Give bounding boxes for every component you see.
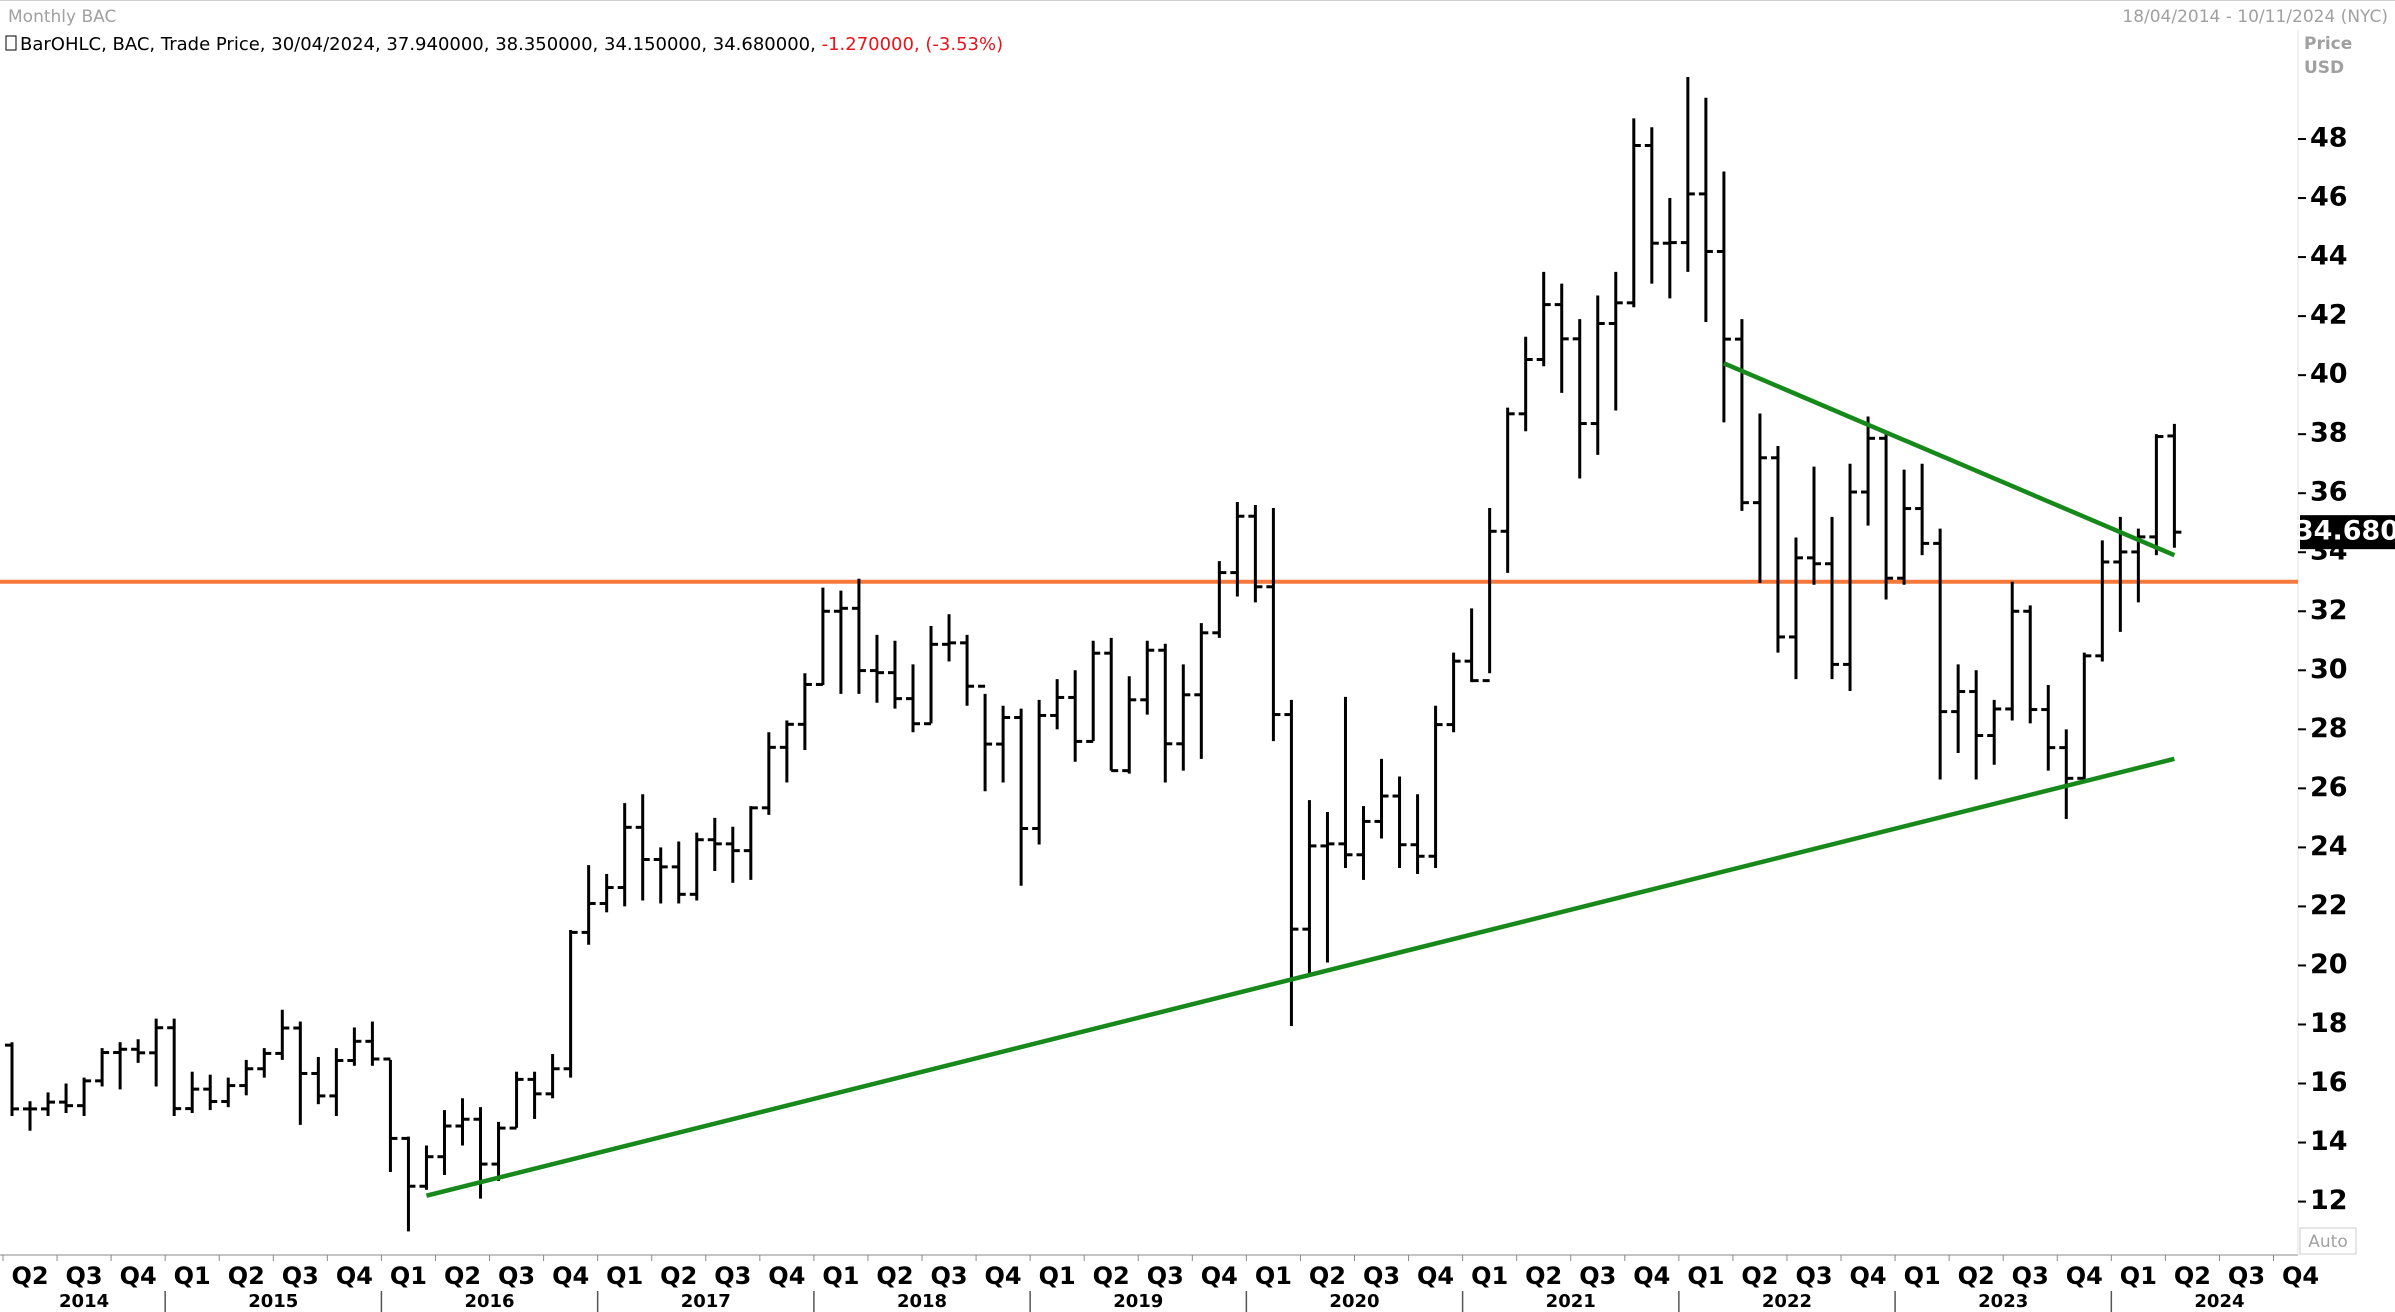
y-tick-label: 18 bbox=[2310, 1008, 2348, 1039]
scale-mode-box[interactable] bbox=[2299, 1227, 2357, 1255]
date-range: 18/04/2014 - 10/11/2024 (NYC) bbox=[2122, 7, 2388, 27]
y-axis-label: Price bbox=[2304, 34, 2352, 54]
y-tick-label: 14 bbox=[2310, 1126, 2348, 1157]
x-tick-label: Q3 bbox=[2012, 1262, 2049, 1290]
x-tick-label: Q2 bbox=[1093, 1262, 1130, 1290]
x-tick-label: Q1 bbox=[390, 1262, 427, 1290]
x-tick-label: Q4 bbox=[552, 1262, 589, 1290]
year-label: 2018 bbox=[897, 1291, 947, 1312]
y-tick-label: 20 bbox=[2310, 949, 2348, 980]
x-tick-label: Q3 bbox=[1147, 1262, 1184, 1290]
x-tick-label: Q4 bbox=[1201, 1262, 1238, 1290]
x-tick-label: Q1 bbox=[1687, 1262, 1724, 1290]
y-tick-label: 16 bbox=[2310, 1067, 2348, 1098]
y-tick-label: 36 bbox=[2310, 477, 2348, 508]
y-tick-label: 44 bbox=[2310, 241, 2348, 272]
x-tick-label: Q3 bbox=[2228, 1262, 2265, 1290]
x-tick-label: Q3 bbox=[1363, 1262, 1400, 1290]
x-tick-label: Q1 bbox=[1255, 1262, 1292, 1290]
x-tick-label: Q2 bbox=[1741, 1262, 1778, 1290]
last-price-box bbox=[2300, 515, 2395, 550]
x-tick-label: Q4 bbox=[120, 1262, 157, 1290]
x-tick-label: Q3 bbox=[1795, 1262, 1832, 1290]
x-tick-label: Q4 bbox=[1417, 1262, 1454, 1290]
x-tick-label: Q1 bbox=[1471, 1262, 1508, 1290]
x-tick-label: Q1 bbox=[1904, 1262, 1941, 1290]
x-tick-label: Q2 bbox=[1525, 1262, 1562, 1290]
y-tick-label: 46 bbox=[2310, 182, 2348, 213]
year-label: 2017 bbox=[681, 1291, 731, 1312]
chart-title: Monthly BAC bbox=[8, 7, 116, 27]
scale-mode[interactable]: Auto bbox=[2308, 1232, 2347, 1252]
x-tick-label: Q3 bbox=[498, 1262, 535, 1290]
x-tick-label: Q4 bbox=[336, 1262, 373, 1290]
year-label: 2023 bbox=[1978, 1291, 2028, 1312]
legend-change: -1.270000, (-3.53%) bbox=[822, 34, 1004, 55]
trend-line bbox=[1723, 361, 2176, 558]
x-tick-label: Q4 bbox=[1850, 1262, 1887, 1290]
x-tick-label: Q1 bbox=[606, 1262, 643, 1290]
year-label: 2019 bbox=[1113, 1291, 1163, 1312]
x-tick-label: Q4 bbox=[2066, 1262, 2103, 1290]
x-tick-label: Q2 bbox=[444, 1262, 481, 1290]
y-tick-label: 48 bbox=[2310, 123, 2348, 154]
y-tick-label: 12 bbox=[2310, 1185, 2348, 1216]
last-price-label: 34.680 bbox=[2295, 516, 2395, 547]
x-tick-label: Q2 bbox=[660, 1262, 697, 1290]
x-tick-label: Q2 bbox=[2174, 1262, 2211, 1290]
trend-line bbox=[425, 756, 2175, 1198]
legend-main: BarOHLC, BAC, Trade Price, 30/04/2024, 3… bbox=[20, 34, 816, 55]
y-tick-label: 26 bbox=[2310, 772, 2348, 803]
year-label: 2015 bbox=[248, 1291, 298, 1312]
x-tick-label: Q3 bbox=[282, 1262, 319, 1290]
y-tick-label: 24 bbox=[2310, 831, 2348, 862]
x-tick-label: Q4 bbox=[985, 1262, 1022, 1290]
year-label: 2024 bbox=[2194, 1291, 2244, 1312]
year-label: 2021 bbox=[1546, 1291, 1596, 1312]
y-tick-label: 22 bbox=[2310, 890, 2348, 921]
x-tick-label: Q4 bbox=[768, 1262, 805, 1290]
x-tick-label: Q4 bbox=[1633, 1262, 1670, 1290]
y-tick-label: 40 bbox=[2310, 359, 2348, 390]
x-tick-label: Q3 bbox=[66, 1262, 103, 1290]
y-tick-label: 42 bbox=[2310, 300, 2348, 331]
legend-icon bbox=[5, 35, 17, 51]
x-tick-label: Q2 bbox=[228, 1262, 265, 1290]
y-tick-label: 32 bbox=[2310, 595, 2348, 626]
x-tick-label: Q3 bbox=[714, 1262, 751, 1290]
year-label: 2022 bbox=[1762, 1291, 1812, 1312]
x-tick-label: Q1 bbox=[2120, 1262, 2157, 1290]
y-tick-label: 30 bbox=[2310, 654, 2348, 685]
x-tick-label: Q2 bbox=[11, 1262, 48, 1290]
x-tick-label: Q3 bbox=[930, 1262, 967, 1290]
y-axis-unit: USD bbox=[2304, 58, 2344, 78]
y-tick-label: 38 bbox=[2310, 418, 2348, 449]
x-tick-label: Q3 bbox=[1579, 1262, 1616, 1290]
legend-text: BarOHLC, BAC, Trade Price, 30/04/2024, 3… bbox=[20, 34, 1003, 55]
x-tick-label: Q4 bbox=[2282, 1262, 2319, 1290]
x-tick-label: Q2 bbox=[1309, 1262, 1346, 1290]
x-tick-label: Q1 bbox=[174, 1262, 211, 1290]
x-tick-label: Q1 bbox=[822, 1262, 859, 1290]
x-tick-label: Q2 bbox=[876, 1262, 913, 1290]
x-tick-label: Q1 bbox=[1039, 1262, 1076, 1290]
y-tick-label: 28 bbox=[2310, 713, 2348, 744]
year-label: 2014 bbox=[59, 1291, 109, 1312]
x-tick-label: Q2 bbox=[1958, 1262, 1995, 1290]
year-label: 2020 bbox=[1329, 1291, 1379, 1312]
year-label: 2016 bbox=[464, 1291, 514, 1312]
